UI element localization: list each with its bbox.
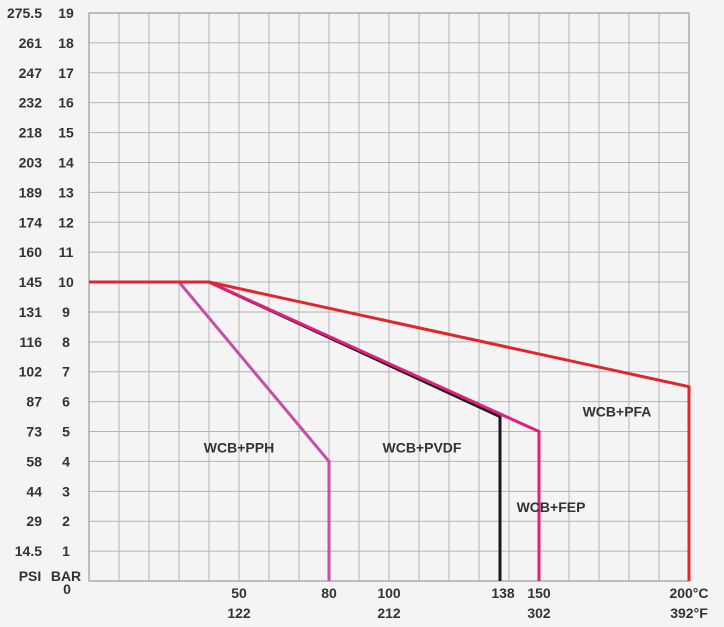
y-tick-bar-label: 18 (58, 35, 74, 51)
plot-border (88, 12, 690, 582)
y-tick-bar-label: 2 (62, 513, 70, 529)
y-tick-psi-label: 145 (19, 274, 43, 290)
y-tick-bar-label: 8 (62, 334, 70, 350)
y-tick-psi-label: 218 (19, 125, 43, 141)
y-tick-psi-label: 160 (19, 244, 43, 260)
y-tick-psi-label: 189 (19, 184, 43, 200)
y-tick-psi-label: 247 (19, 65, 43, 81)
series-lines (89, 280, 691, 581)
x-tick-celsius-label: 80 (321, 585, 337, 601)
y-tick-bar-label: 14 (58, 154, 74, 170)
y-tick-bar-label: 17 (58, 65, 74, 81)
y-tick-bar-label: 16 (58, 95, 74, 111)
series-label-wcb-pph: WCB+PPH (204, 439, 274, 455)
x-tick-celsius-label: 100 (377, 585, 401, 601)
y-tick-bar-label: 11 (59, 244, 74, 260)
x-tick-fahrenheit-label: 122 (227, 605, 251, 621)
y-tick-bar-label: 10 (58, 274, 74, 290)
y-tick-bar-label: 5 (62, 424, 70, 440)
x-tick-fahrenheit-label: 392°F (670, 605, 708, 621)
series-line-wcb-pfa (89, 280, 691, 581)
y-tick-psi-label: 203 (19, 154, 43, 170)
y-tick-psi-label: 87 (26, 394, 42, 410)
series-labels: WCB+PPH WCB+PVDF WCB+FEP WCB+PFA (204, 404, 652, 516)
y-tick-bar-label: 12 (58, 214, 74, 230)
y-tick-psi-label: 58 (26, 453, 42, 469)
series-label-wcb-pfa: WCB+PFA (583, 404, 652, 420)
y-tick-bar-label: 19 (58, 5, 74, 21)
y-tick-psi-label: 174 (19, 214, 43, 230)
y-tick-psi-label: 44 (26, 483, 42, 499)
grid (89, 13, 689, 581)
y-tick-psi-label: 275.5 (7, 5, 42, 21)
y-tick-psi-label: 131 (19, 304, 43, 320)
x-zero-label: 0 (63, 581, 71, 597)
y-tick-bar-label: 4 (62, 453, 70, 469)
x-tick-fahrenheit-label: 212 (377, 605, 401, 621)
y-tick-bar-label: 13 (58, 184, 74, 200)
bar-header: BAR (51, 568, 81, 584)
y-tick-bar-label: 7 (62, 364, 70, 380)
x-tick-celsius-label: 50 (231, 585, 247, 601)
y-tick-psi-label: 102 (19, 364, 43, 380)
y-tick-psi-label: 116 (19, 334, 42, 350)
x-axis-ticks: 50 80 100 138 150 200°C 122 212 302 392°F (227, 585, 708, 621)
y-tick-psi-label: 232 (19, 95, 43, 111)
y-axis-ticks: 1234567891011121314151617181914.52944587… (7, 5, 74, 559)
y-tick-psi-label: 261 (19, 35, 43, 51)
y-tick-psi-label: 14.5 (15, 543, 42, 559)
y-tick-bar-label: 3 (62, 483, 70, 499)
y-tick-psi-label: 73 (26, 424, 42, 440)
y-tick-bar-label: 1 (62, 543, 70, 559)
y-tick-bar-label: 6 (62, 394, 70, 410)
y-tick-psi-label: 29 (26, 513, 42, 529)
series-label-wcb-fep: WCB+FEP (517, 499, 586, 515)
y-tick-bar-label: 15 (58, 125, 74, 141)
x-tick-fahrenheit-label: 302 (527, 605, 551, 621)
x-tick-celsius-label: 138 (491, 585, 515, 601)
x-tick-celsius-label: 200°C (669, 585, 708, 601)
series-label-wcb-pvdf: WCB+PVDF (383, 439, 462, 455)
psi-header: PSI (19, 568, 42, 584)
x-tick-celsius-label: 150 (527, 585, 551, 601)
plot-frame (88, 12, 690, 582)
y-tick-bar-label: 9 (62, 304, 70, 320)
